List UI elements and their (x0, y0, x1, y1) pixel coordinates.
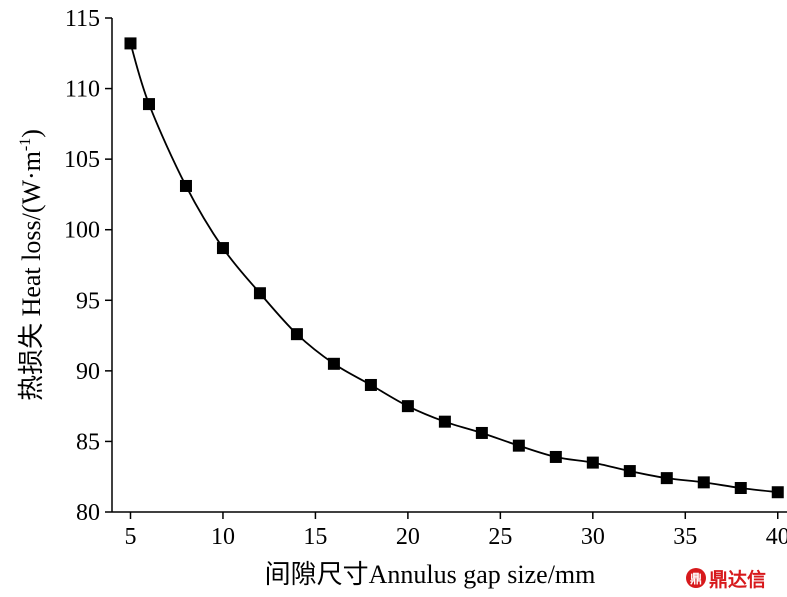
data-point-marker (216, 242, 229, 255)
data-point-marker (179, 179, 192, 192)
y-tick-label: 95 (76, 288, 100, 314)
data-point-marker (253, 287, 266, 300)
x-axis-title: 间隙尺寸Annulus gap size/mm (265, 560, 596, 589)
data-point-marker (586, 456, 599, 469)
y-axis-title-close: ) (17, 129, 46, 138)
ticks: 5 10 15 20 25 30 35 40 80 85 90 95 100 105 110 115 (64, 6, 787, 550)
data-point-marker (771, 486, 784, 499)
axes (111, 18, 787, 513)
x-tick-label: 10 (211, 524, 235, 550)
y-tick-label: 115 (65, 6, 100, 32)
y-tick-label: 105 (64, 147, 100, 173)
y-axis-title: 热损失 Heat loss/(W·m-1) (17, 129, 46, 401)
data-point-marker (401, 400, 414, 413)
y-tick-label: 100 (64, 218, 100, 244)
x-tick-label: 25 (488, 524, 512, 550)
y-tick-label: 80 (76, 500, 100, 526)
data-point-marker (623, 465, 636, 478)
data-point-marker (364, 378, 377, 391)
data-point-marker (438, 415, 451, 428)
data-point-marker (142, 98, 155, 111)
data-point-marker (475, 426, 488, 439)
x-tick-label: 30 (581, 524, 605, 550)
watermark-text: 鼎达信 (709, 568, 767, 591)
y-tick-label: 85 (76, 429, 100, 455)
data-point-marker (512, 439, 525, 452)
y-tick-label: 90 (76, 359, 100, 385)
x-tick-label: 15 (303, 524, 327, 550)
data-series (124, 37, 784, 499)
data-point-marker (124, 37, 137, 50)
y-axis-title-main: 热损失 Heat loss/(W·m (17, 151, 46, 401)
data-point-marker (660, 472, 673, 485)
data-point-marker (290, 328, 303, 341)
data-point-marker (734, 482, 747, 495)
data-point-marker (549, 450, 562, 463)
watermark: 鼎 鼎达信 (686, 565, 766, 591)
x-tick-label: 35 (673, 524, 697, 550)
series-line (129, 43, 778, 494)
watermark-logo-icon: 鼎 (686, 568, 706, 588)
x-tick-label: 40 (766, 524, 787, 550)
y-axis-title-superscript: -1 (17, 138, 34, 151)
data-point-marker (327, 357, 340, 370)
data-point-marker (697, 476, 710, 489)
x-tick-label: 5 (124, 524, 136, 550)
y-tick-label: 110 (65, 77, 100, 103)
x-tick-label: 20 (396, 524, 420, 550)
